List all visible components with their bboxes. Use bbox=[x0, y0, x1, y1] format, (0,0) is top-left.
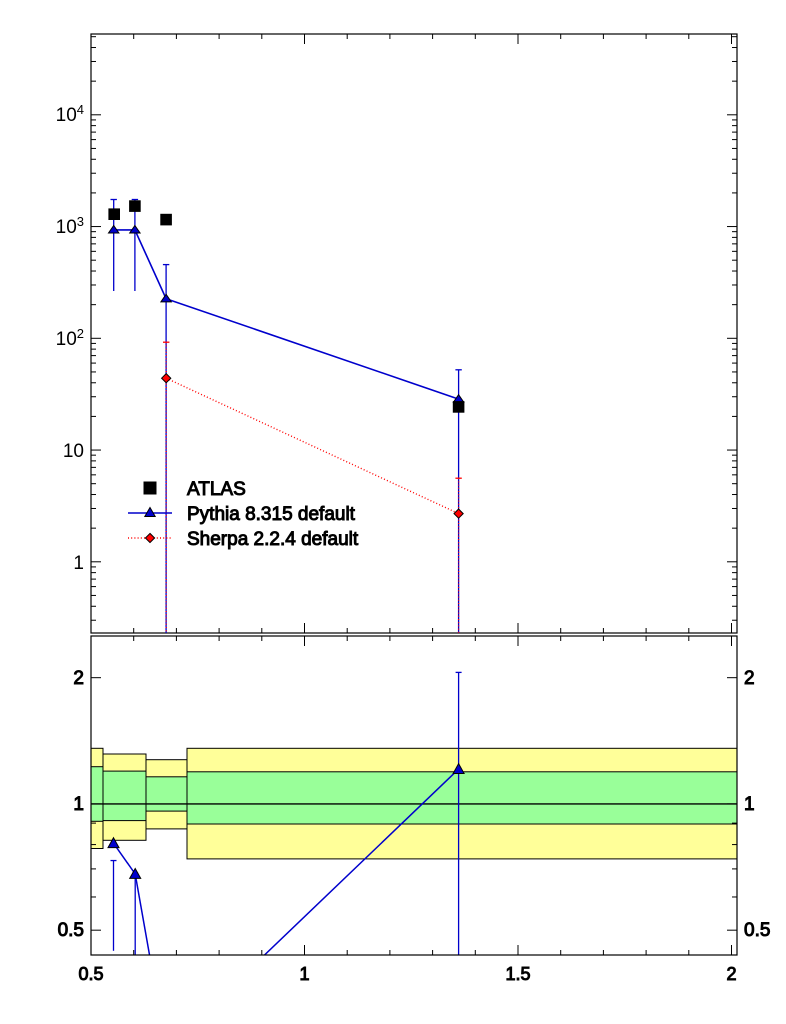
svg-text:1: 1 bbox=[744, 794, 755, 815]
svg-text:0.5: 0.5 bbox=[78, 964, 103, 984]
svg-text:0.5: 0.5 bbox=[744, 920, 770, 941]
svg-text:ATLAS: ATLAS bbox=[187, 479, 246, 500]
svg-text:1: 1 bbox=[73, 794, 84, 815]
svg-text:Pythia 8.315 default: Pythia 8.315 default bbox=[187, 504, 356, 525]
svg-text:2: 2 bbox=[744, 668, 755, 689]
svg-text:0.5: 0.5 bbox=[58, 920, 84, 941]
svg-text:1: 1 bbox=[73, 553, 84, 574]
svg-text:10: 10 bbox=[63, 441, 84, 462]
svg-text:1: 1 bbox=[299, 964, 309, 984]
svg-text:2: 2 bbox=[726, 964, 736, 984]
svg-text:Sherpa 2.2.4 default: Sherpa 2.2.4 default bbox=[187, 529, 359, 550]
svg-text:1.5: 1.5 bbox=[505, 964, 530, 984]
svg-text:2: 2 bbox=[73, 668, 84, 689]
